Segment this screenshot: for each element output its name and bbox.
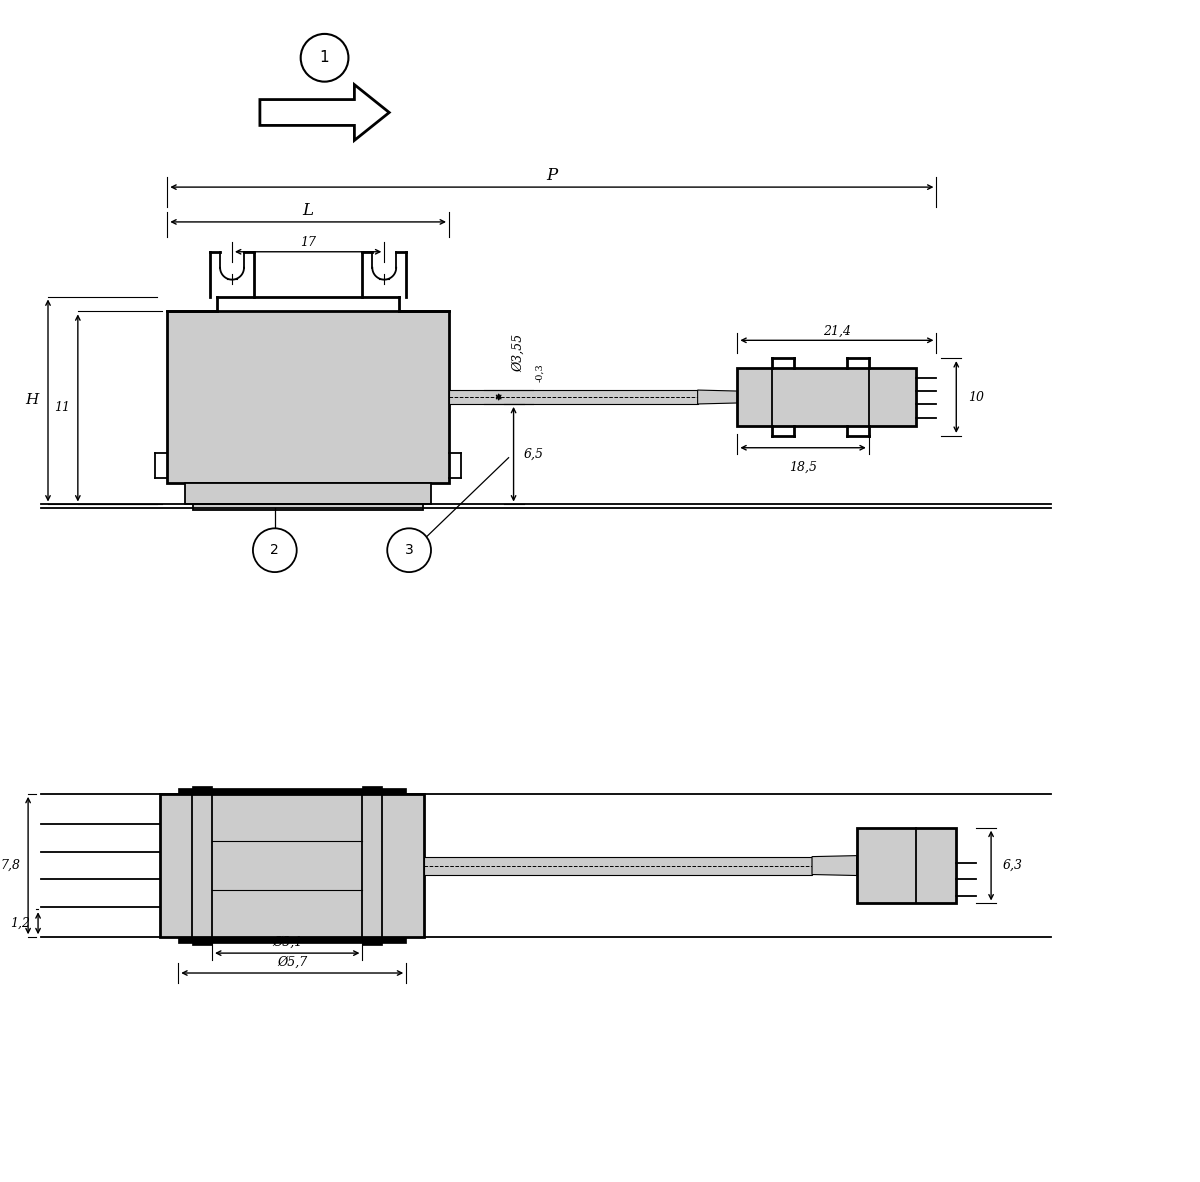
Text: 6,5: 6,5	[523, 448, 544, 461]
Text: 10: 10	[968, 390, 984, 403]
Bar	[738, 368, 917, 426]
Text: P: P	[546, 167, 558, 184]
Bar	[179, 788, 406, 794]
Text: 1,2: 1,2	[10, 917, 30, 930]
Text: H: H	[25, 394, 38, 408]
Bar	[857, 827, 956, 903]
Text: 11: 11	[54, 402, 70, 415]
Text: 17: 17	[300, 235, 316, 248]
Circle shape	[388, 528, 431, 572]
Text: L: L	[302, 202, 313, 219]
Polygon shape	[812, 856, 857, 876]
Text: 6,3: 6,3	[1003, 859, 1024, 872]
Text: 1: 1	[319, 51, 329, 65]
Bar	[449, 390, 697, 404]
Bar	[179, 937, 406, 943]
Text: 3: 3	[404, 544, 414, 557]
Text: Ø3,55: Ø3,55	[511, 333, 524, 372]
Circle shape	[301, 34, 348, 82]
Bar	[362, 937, 383, 946]
Text: 2: 2	[270, 544, 280, 557]
Bar	[193, 505, 424, 511]
Bar	[167, 311, 449, 482]
Bar	[362, 786, 383, 794]
Text: 7,8: 7,8	[0, 859, 20, 872]
Bar	[424, 857, 812, 875]
Polygon shape	[697, 390, 738, 404]
Bar	[161, 794, 424, 937]
Bar	[185, 482, 431, 505]
Circle shape	[253, 528, 296, 572]
Bar	[192, 937, 212, 946]
Text: -0,3: -0,3	[535, 363, 545, 382]
Text: 18,5: 18,5	[790, 461, 817, 474]
Polygon shape	[260, 85, 389, 141]
Text: Ø5,7: Ø5,7	[277, 956, 307, 969]
Text: 21,4: 21,4	[823, 324, 851, 337]
Bar	[192, 786, 212, 794]
Text: Ø3,1: Ø3,1	[272, 936, 302, 949]
